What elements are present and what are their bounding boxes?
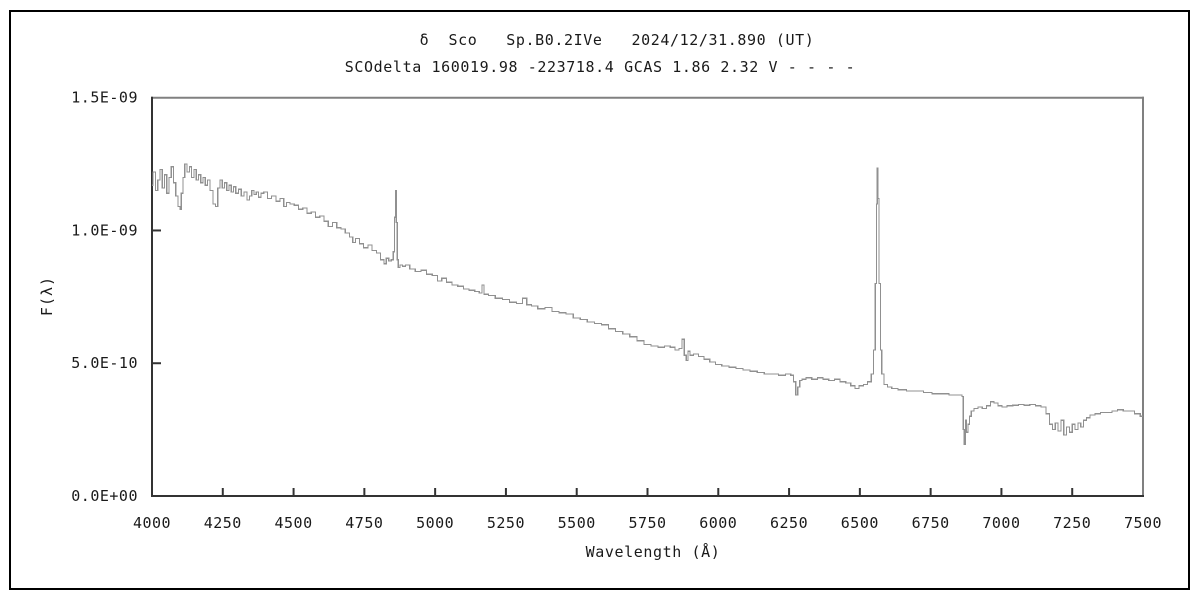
chart-title: δ Sco Sp.B0.2IVe 2024/12/31.890 (UT) xyxy=(419,31,815,49)
x-tick-label: 7500 xyxy=(1124,514,1162,532)
x-axis-title: Wavelength (Å) xyxy=(585,543,721,561)
x-tick-label: 5000 xyxy=(416,514,454,532)
x-tick-label: 7000 xyxy=(982,514,1020,532)
x-tick-label: 6750 xyxy=(912,514,950,532)
chart-subtitle: SCOdelta 160019.98 -223718.4 GCAS 1.86 2… xyxy=(344,58,856,76)
x-tick-label: 4250 xyxy=(204,514,242,532)
x-tick-label: 6250 xyxy=(770,514,808,532)
spectrum-line xyxy=(152,163,1143,445)
x-tick-label: 5250 xyxy=(487,514,525,532)
x-tick-label: 4750 xyxy=(345,514,383,532)
x-tick-label: 4500 xyxy=(275,514,313,532)
y-tick-label: 1.5E-09 xyxy=(71,89,138,107)
y-tick-label: 1.0E-09 xyxy=(71,221,138,239)
x-tick-label: 6500 xyxy=(841,514,879,532)
x-tick-label: 5750 xyxy=(628,514,666,532)
x-tick-label: 6000 xyxy=(699,514,737,532)
x-tick-label: 4000 xyxy=(133,514,171,532)
y-tick-label: 5.0E-10 xyxy=(71,354,138,372)
x-tick-label: 7250 xyxy=(1053,514,1091,532)
x-tick-label: 5500 xyxy=(558,514,596,532)
y-tick-label: 0.0E+00 xyxy=(71,487,138,505)
